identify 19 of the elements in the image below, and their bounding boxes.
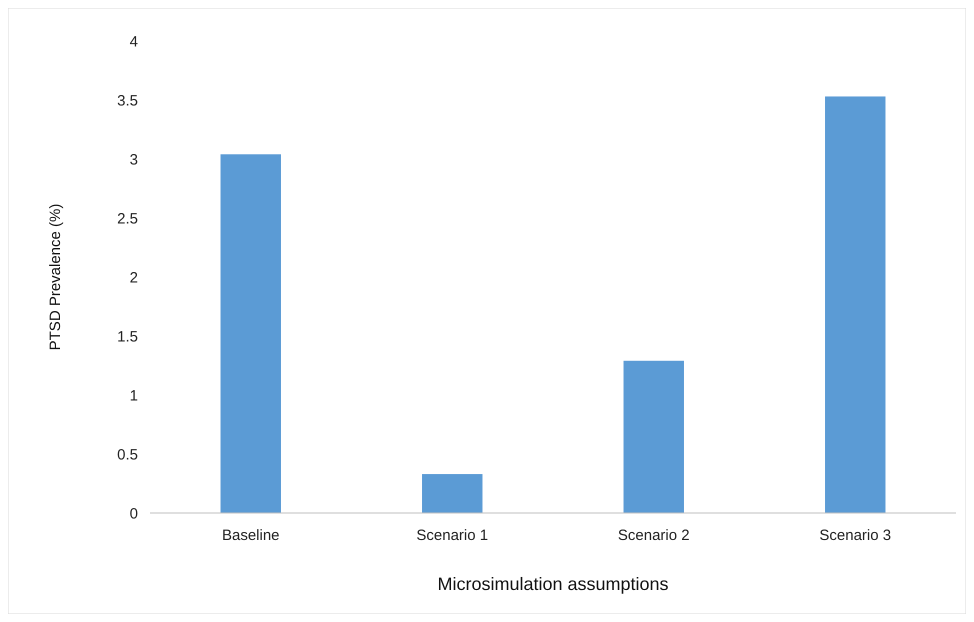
y-axis-title: PTSD Prevalence (%) (47, 204, 64, 350)
y-tick-label: 3.5 (117, 92, 138, 110)
bar (220, 154, 281, 513)
x-axis-title: Microsimulation assumptions (437, 574, 669, 594)
y-tick-label: 1 (130, 387, 138, 404)
bar (422, 474, 482, 513)
y-tick-label: 0 (130, 505, 138, 522)
y-tick-label: 2 (130, 269, 138, 286)
x-tick-label: Baseline (222, 527, 280, 544)
x-tick-label: Scenario 3 (819, 527, 892, 544)
x-tick-label: Scenario 1 (416, 527, 488, 544)
bar (825, 96, 886, 513)
y-tick-label: 2.5 (117, 210, 138, 228)
y-tick-label: 0.5 (117, 446, 138, 464)
x-tick-label: Scenario 2 (618, 527, 690, 544)
y-tick-label: 3 (130, 151, 138, 168)
y-tick-label: 1.5 (117, 328, 138, 346)
bar (624, 360, 684, 513)
y-tick-label: 4 (130, 33, 138, 50)
